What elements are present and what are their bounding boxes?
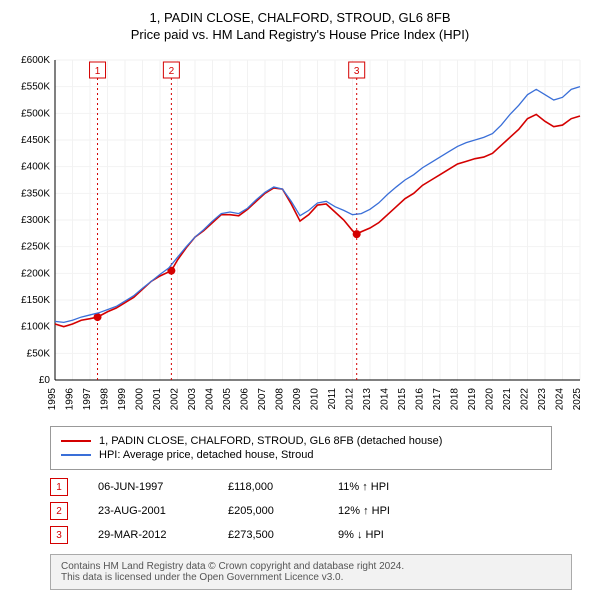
sale-date: 29-MAR-2012 — [98, 529, 198, 541]
attribution-footer: Contains HM Land Registry data © Crown c… — [50, 554, 572, 590]
svg-text:2003: 2003 — [187, 388, 198, 411]
svg-text:2014: 2014 — [380, 388, 391, 411]
svg-text:£400K: £400K — [21, 162, 50, 173]
title-block: 1, PADIN CLOSE, CHALFORD, STROUD, GL6 8F… — [10, 10, 590, 42]
svg-text:2009: 2009 — [292, 388, 303, 411]
sale-row: 1 06-JUN-1997 £118,000 11% ↑ HPI — [50, 478, 590, 496]
svg-text:2025: 2025 — [572, 388, 583, 411]
svg-text:1: 1 — [95, 66, 101, 77]
svg-text:£300K: £300K — [21, 215, 50, 226]
svg-text:2016: 2016 — [415, 388, 426, 411]
sale-diff: 9% ↓ HPI — [338, 529, 384, 541]
title-subtitle: Price paid vs. HM Land Registry's House … — [10, 27, 590, 42]
svg-text:£200K: £200K — [21, 268, 50, 279]
svg-text:£0: £0 — [39, 375, 51, 386]
sale-date: 06-JUN-1997 — [98, 481, 198, 493]
svg-text:£50K: £50K — [27, 348, 51, 359]
svg-text:2017: 2017 — [432, 388, 443, 411]
svg-text:3: 3 — [354, 66, 360, 77]
svg-text:1996: 1996 — [65, 388, 76, 411]
svg-text:2: 2 — [169, 66, 175, 77]
footer-line2: This data is licensed under the Open Gov… — [61, 572, 561, 583]
sale-marker: 2 — [50, 502, 68, 520]
sale-row: 3 29-MAR-2012 £273,500 9% ↓ HPI — [50, 526, 590, 544]
svg-text:1997: 1997 — [82, 388, 93, 411]
svg-text:1999: 1999 — [117, 388, 128, 411]
svg-text:£500K: £500K — [21, 108, 50, 119]
svg-text:£350K: £350K — [21, 188, 50, 199]
svg-text:2018: 2018 — [450, 388, 461, 411]
svg-text:1995: 1995 — [47, 388, 58, 411]
svg-text:2011: 2011 — [327, 388, 338, 410]
legend-swatch — [61, 440, 91, 442]
footer-line1: Contains HM Land Registry data © Crown c… — [61, 561, 561, 572]
svg-text:2007: 2007 — [257, 388, 268, 411]
legend-row: HPI: Average price, detached house, Stro… — [61, 449, 541, 461]
legend-swatch — [61, 454, 91, 456]
svg-text:2005: 2005 — [222, 388, 233, 411]
svg-text:1998: 1998 — [100, 388, 111, 411]
sale-row: 2 23-AUG-2001 £205,000 12% ↑ HPI — [50, 502, 590, 520]
svg-text:2013: 2013 — [362, 388, 373, 411]
svg-text:2001: 2001 — [152, 388, 163, 411]
svg-text:£150K: £150K — [21, 295, 50, 306]
svg-text:2022: 2022 — [520, 388, 531, 411]
svg-text:2002: 2002 — [170, 388, 181, 411]
svg-text:£550K: £550K — [21, 82, 50, 93]
title-address: 1, PADIN CLOSE, CHALFORD, STROUD, GL6 8F… — [10, 10, 590, 25]
svg-text:2020: 2020 — [485, 388, 496, 411]
svg-text:2012: 2012 — [345, 388, 356, 411]
sale-diff: 11% ↑ HPI — [338, 481, 389, 493]
svg-text:£100K: £100K — [21, 322, 50, 333]
svg-text:2000: 2000 — [135, 388, 146, 411]
price-chart: £0 £50K £100K £150K £200K £250K £300K £350K £400… — [10, 50, 590, 420]
svg-text:£600K: £600K — [21, 55, 50, 66]
svg-text:2023: 2023 — [537, 388, 548, 411]
legend-row: 1, PADIN CLOSE, CHALFORD, STROUD, GL6 8F… — [61, 435, 541, 447]
sale-price: £205,000 — [228, 505, 308, 517]
svg-text:2010: 2010 — [310, 388, 321, 411]
svg-text:2024: 2024 — [555, 388, 566, 411]
sale-diff: 12% ↑ HPI — [338, 505, 390, 517]
sale-price: £118,000 — [228, 481, 308, 493]
svg-text:2019: 2019 — [467, 388, 478, 411]
svg-text:£450K: £450K — [21, 135, 50, 146]
svg-text:2006: 2006 — [240, 388, 251, 411]
legend-label: 1, PADIN CLOSE, CHALFORD, STROUD, GL6 8F… — [99, 435, 442, 447]
sale-date: 23-AUG-2001 — [98, 505, 198, 517]
svg-text:2015: 2015 — [397, 388, 408, 411]
svg-text:2008: 2008 — [275, 388, 286, 411]
svg-text:£250K: £250K — [21, 242, 50, 253]
sales-table: 1 06-JUN-1997 £118,000 11% ↑ HPI 2 23-AUG-200… — [50, 478, 590, 544]
legend-label: HPI: Average price, detached house, Stro… — [99, 449, 313, 461]
svg-text:2021: 2021 — [502, 388, 513, 411]
legend: 1, PADIN CLOSE, CHALFORD, STROUD, GL6 8F… — [50, 426, 552, 470]
chart-svg: £0 £50K £100K £150K £200K £250K £300K £350K £400… — [10, 50, 590, 420]
sale-price: £273,500 — [228, 529, 308, 541]
sale-marker: 1 — [50, 478, 68, 496]
sale-marker: 3 — [50, 526, 68, 544]
svg-text:2004: 2004 — [205, 388, 216, 411]
